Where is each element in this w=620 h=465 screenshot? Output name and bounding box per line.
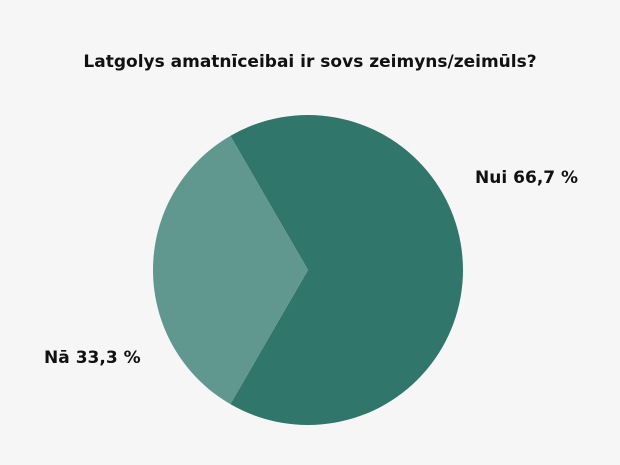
chart-title: Latgolys amatnīceibai ir sovs zeimyns/ze… xyxy=(83,52,536,72)
pie-slice xyxy=(230,115,464,425)
slice-category: Nā xyxy=(44,348,70,368)
slice-value: 33,3 % xyxy=(76,348,141,368)
slice-value: 66,7 % xyxy=(513,168,578,188)
slice-label: Nui 66,7 % xyxy=(475,168,578,188)
slice-label: Nā 33,3 % xyxy=(44,348,141,368)
slice-category: Nui xyxy=(475,168,507,188)
pie-slice xyxy=(152,135,308,405)
